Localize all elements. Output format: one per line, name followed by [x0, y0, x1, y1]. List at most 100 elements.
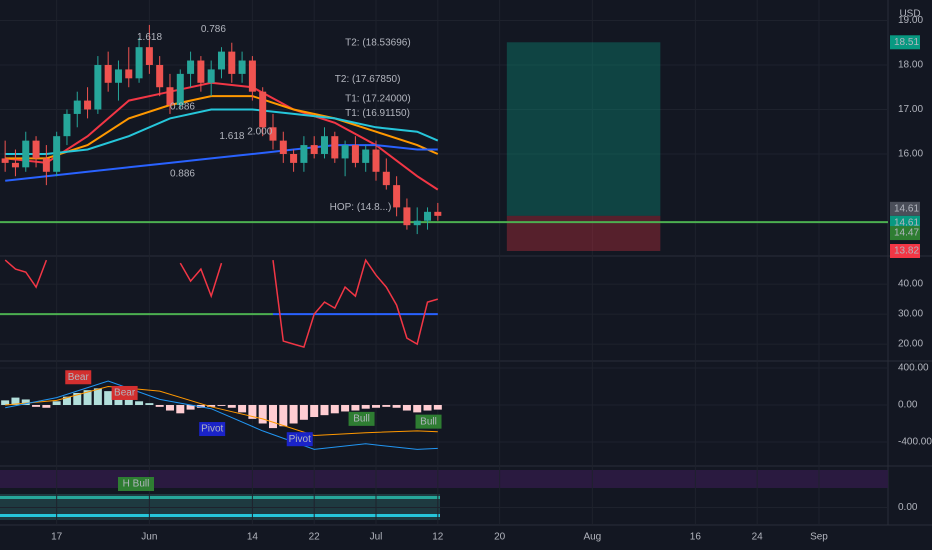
strip-label-box	[118, 477, 154, 491]
candle-body	[135, 47, 143, 79]
y-tick-label: 18.00	[898, 60, 923, 71]
candle-body	[372, 149, 380, 172]
histogram-bar	[248, 404, 257, 419]
histogram-bar	[351, 404, 360, 411]
moving-average	[5, 108, 439, 155]
price-label-box	[890, 201, 920, 216]
price-label: 14.61	[894, 203, 919, 214]
strip-label: H Bull	[123, 479, 150, 490]
x-tick-label: 16	[690, 532, 702, 543]
histogram-bar	[62, 396, 71, 405]
candle-body	[176, 73, 184, 106]
y-tick-label: 30.00	[898, 309, 923, 320]
x-tick-label: 22	[309, 532, 321, 543]
candle-body	[259, 91, 267, 128]
signal-label: Pivot	[201, 424, 223, 435]
y-tick-label: 0.00	[898, 400, 918, 411]
x-tick-label: Jun	[141, 532, 157, 543]
histogram-bar	[289, 404, 298, 424]
candle-body	[207, 69, 215, 83]
candle-body	[22, 140, 30, 168]
histogram-bar	[279, 404, 288, 427]
histogram-bar	[124, 397, 133, 405]
histogram-bar	[83, 390, 92, 405]
histogram-bar	[21, 399, 30, 405]
price-label: 13.82	[894, 246, 919, 257]
price-label-box	[890, 226, 920, 241]
candle-body	[166, 87, 174, 106]
currency: USD	[899, 9, 920, 20]
histogram-bar	[382, 404, 391, 407]
x-tick-label: 14	[247, 532, 259, 543]
annotation: 0.786	[201, 24, 226, 35]
candle-body	[84, 100, 92, 110]
moving-average	[5, 95, 439, 160]
candle-body	[248, 60, 256, 92]
price-label: 14.47	[894, 228, 919, 239]
price-label-box	[890, 243, 920, 258]
candle-body	[11, 162, 19, 168]
candle-body	[53, 136, 61, 172]
histogram-bar	[320, 404, 329, 416]
y-tick-label: 16.00	[898, 149, 923, 160]
histogram-bar	[155, 404, 164, 407]
signal-label-box	[348, 411, 375, 426]
annotation: 1.618	[137, 32, 162, 43]
candle-body	[42, 158, 50, 172]
moving-average	[5, 81, 439, 191]
histogram-bar	[330, 404, 339, 414]
y-tick-label: 19.00	[898, 15, 923, 26]
macd-line	[5, 380, 438, 450]
histogram-bar	[341, 404, 350, 412]
signal-label: Bear	[114, 388, 136, 399]
candle-body	[94, 64, 102, 110]
candle-body	[217, 51, 225, 70]
candle-body	[104, 64, 112, 83]
osc-stripe	[0, 514, 440, 517]
signal-label: Bull	[353, 414, 370, 425]
histogram-bar	[227, 404, 236, 408]
candle-body	[341, 145, 349, 159]
candle-body	[125, 69, 133, 79]
y-tick-label: 17.00	[898, 104, 923, 115]
histogram-bar	[176, 404, 185, 414]
histogram-bar	[258, 404, 267, 424]
histogram-bar	[392, 404, 401, 408]
histogram-bar	[93, 388, 102, 405]
histogram-bar	[73, 392, 82, 405]
x-tick-label: Sep	[810, 532, 828, 543]
histogram-bar	[372, 404, 381, 408]
signal-label: Bear	[68, 372, 90, 383]
histogram-bar	[207, 404, 216, 407]
x-tick-label: 17	[51, 532, 63, 543]
candle-body	[228, 51, 236, 74]
histogram-bar	[135, 401, 144, 405]
price-label: 14.61	[894, 217, 919, 228]
histogram-bar	[268, 404, 277, 429]
annotation: 2.000	[247, 126, 272, 137]
candle-body	[145, 47, 153, 65]
candle-body	[197, 60, 205, 83]
signal-label: Bull	[420, 416, 437, 427]
candle-body	[300, 145, 308, 163]
candle-body	[269, 127, 277, 141]
histogram-bar	[413, 404, 422, 413]
histogram-bar	[145, 403, 154, 405]
candle-body	[424, 211, 432, 221]
annotation: HOP: (14.8...)	[330, 202, 392, 213]
signal-label-box	[286, 432, 313, 447]
annotation: T2: (17.67850)	[335, 74, 401, 85]
candle-body	[73, 100, 81, 114]
candle-body	[290, 153, 298, 163]
candle-body	[63, 113, 71, 137]
candle-body	[362, 149, 370, 163]
candle-body	[382, 171, 390, 186]
histogram-bar	[423, 404, 432, 411]
annotation: 0.886	[170, 169, 195, 180]
candle-body	[32, 140, 40, 159]
macd-line	[5, 385, 438, 437]
histogram-bar	[42, 404, 51, 408]
candle-body	[331, 136, 339, 159]
y-tick-label: 40.00	[898, 279, 923, 290]
